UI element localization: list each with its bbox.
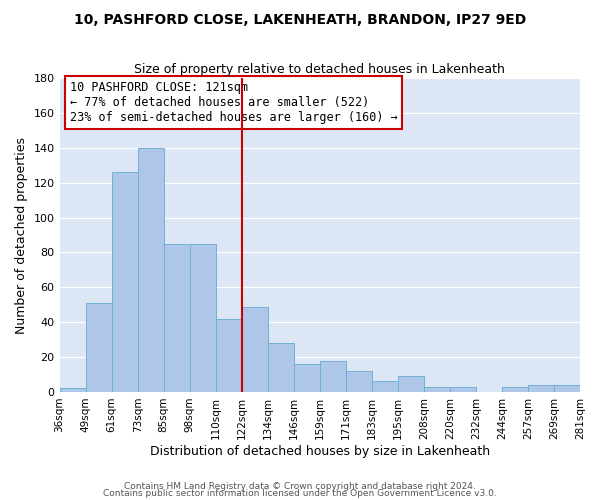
Bar xyxy=(86,303,112,392)
Text: 10 PASHFORD CLOSE: 121sqm
← 77% of detached houses are smaller (522)
23% of semi: 10 PASHFORD CLOSE: 121sqm ← 77% of detac… xyxy=(70,81,398,124)
X-axis label: Distribution of detached houses by size in Lakenheath: Distribution of detached houses by size … xyxy=(150,444,490,458)
Bar xyxy=(346,371,372,392)
Bar xyxy=(242,306,268,392)
Bar xyxy=(320,360,346,392)
Text: Contains HM Land Registry data © Crown copyright and database right 2024.: Contains HM Land Registry data © Crown c… xyxy=(124,482,476,491)
Bar xyxy=(372,382,398,392)
Bar xyxy=(450,386,476,392)
Bar xyxy=(528,385,554,392)
Bar xyxy=(268,343,294,392)
Bar xyxy=(215,318,242,392)
Bar xyxy=(554,385,580,392)
Bar xyxy=(424,386,450,392)
Bar xyxy=(137,148,164,392)
Bar xyxy=(190,244,215,392)
Bar xyxy=(59,388,86,392)
Bar xyxy=(502,386,528,392)
Text: 10, PASHFORD CLOSE, LAKENHEATH, BRANDON, IP27 9ED: 10, PASHFORD CLOSE, LAKENHEATH, BRANDON,… xyxy=(74,12,526,26)
Bar xyxy=(112,172,137,392)
Bar xyxy=(164,244,190,392)
Bar xyxy=(294,364,320,392)
Bar xyxy=(398,376,424,392)
Y-axis label: Number of detached properties: Number of detached properties xyxy=(15,136,28,334)
Text: Contains public sector information licensed under the Open Government Licence v3: Contains public sector information licen… xyxy=(103,489,497,498)
Title: Size of property relative to detached houses in Lakenheath: Size of property relative to detached ho… xyxy=(134,62,505,76)
